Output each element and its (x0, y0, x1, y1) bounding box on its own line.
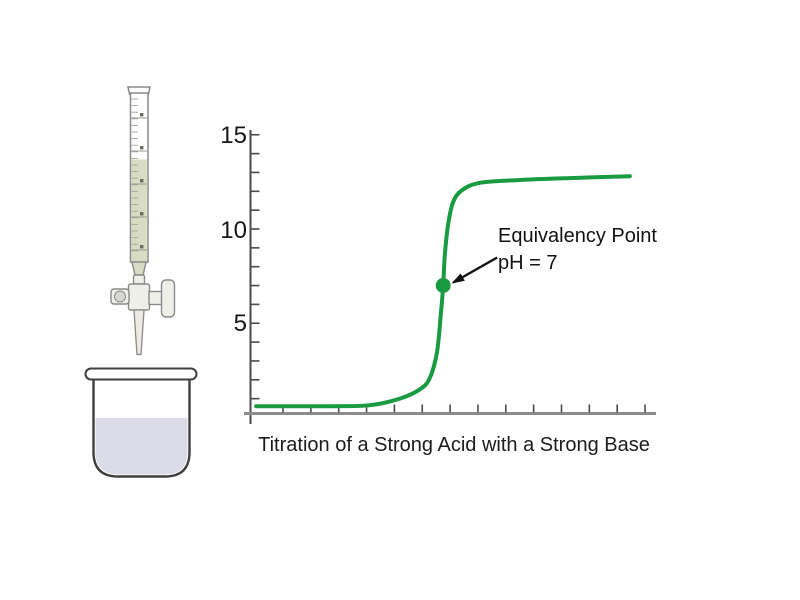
annotation-arrow (451, 256, 498, 284)
beaker-icon (84, 367, 198, 478)
beaker-rim (84, 367, 198, 381)
titration-curve (254, 174, 632, 409)
beaker-body-outline (92, 378, 191, 478)
y-tick-label-5: 5 (233, 310, 247, 337)
y-tick-label-15: 15 (220, 122, 247, 149)
titration-chart (244, 130, 656, 424)
stopcock-collar (132, 274, 146, 285)
equivalence-point-marker (435, 278, 451, 293)
burette-graduation-number-mark (140, 179, 144, 183)
equivalence-annotation-line1: Equivalency Point (498, 225, 657, 247)
burette-icon (110, 86, 176, 356)
chart-title: Titration of a Strong Acid with a Strong… (258, 434, 650, 456)
equivalence-annotation: Equivalency Point pH = 7 (498, 223, 657, 277)
burette-graduation-number-mark (140, 113, 144, 117)
burette-titrant-liquid (131, 159, 147, 262)
equivalence-annotation-line2: pH = 7 (498, 252, 558, 274)
beaker-solution-liquid (95, 418, 188, 475)
y-axis-ticks (250, 133, 260, 400)
y-tick-label-10: 10 (220, 217, 247, 244)
stopcock-body (127, 283, 151, 311)
burette-taper (131, 261, 148, 276)
burette-tip (133, 309, 145, 356)
stopcock-knob-nut (114, 290, 126, 303)
stopcock-handle (160, 279, 176, 318)
burette-graduation-number-mark (140, 212, 144, 216)
burette-graduations (131, 98, 147, 252)
burette-graduation-number-mark (140, 146, 144, 150)
burette-graduation-number-mark (140, 245, 144, 249)
